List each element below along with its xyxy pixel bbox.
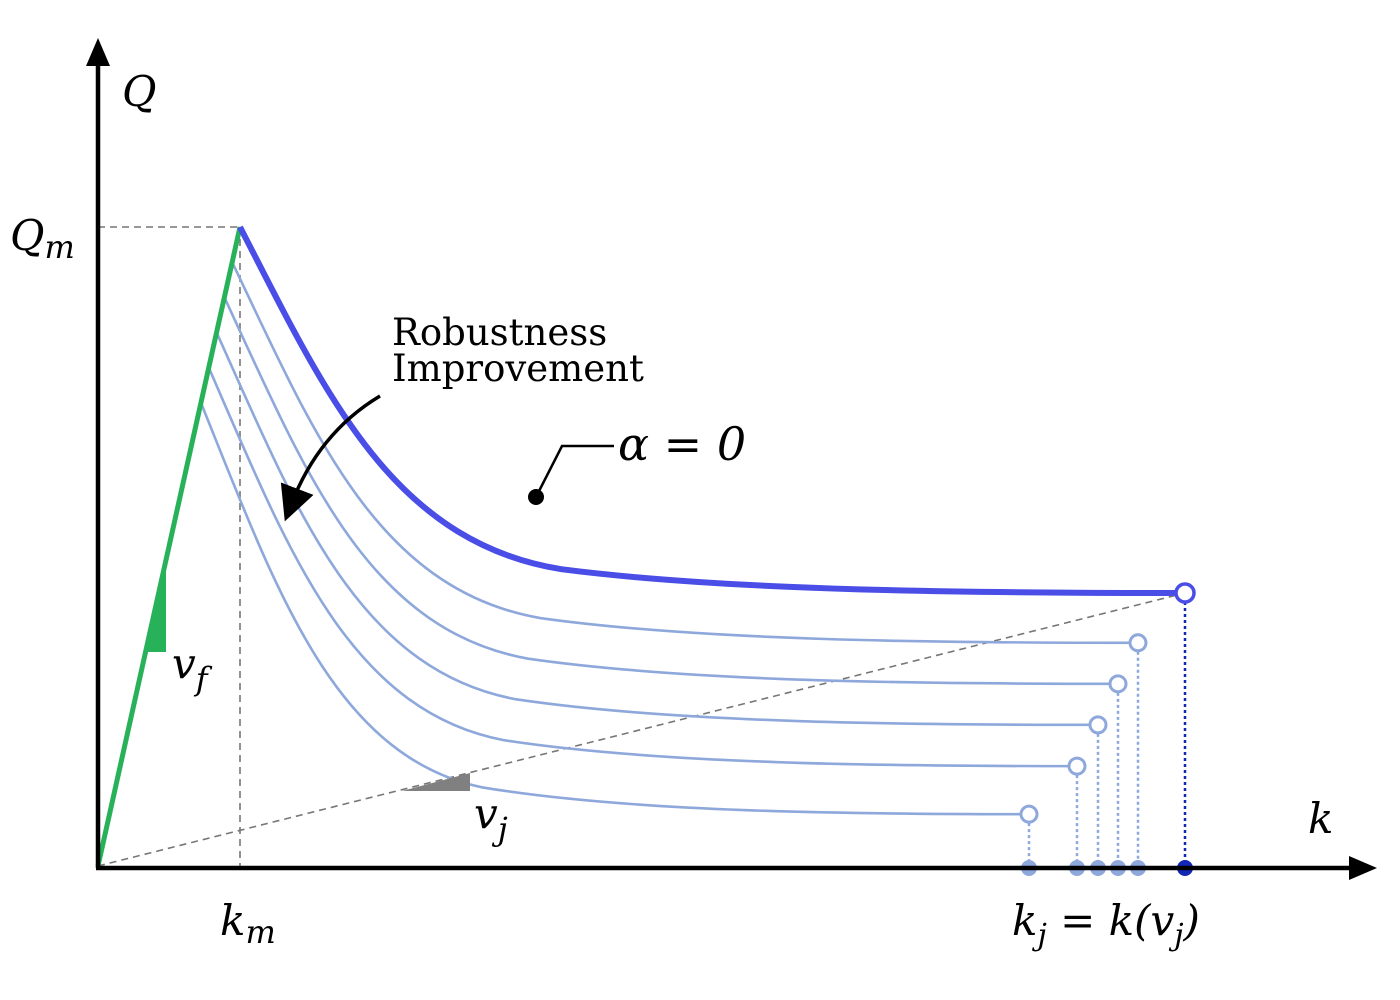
alpha-label: α = 0 <box>618 417 746 471</box>
robust-curve-4 <box>207 367 1078 768</box>
alpha-point <box>528 489 544 505</box>
curve-endpoint-marker-4 <box>1067 756 1087 776</box>
y-axis-arrowhead <box>86 38 110 66</box>
guide-lines <box>97 226 1186 868</box>
robustness-label-line1: Robustness <box>392 311 607 354</box>
vj-label: vj <box>474 789 508 848</box>
curve-endpoint-marker-3 <box>1088 715 1108 735</box>
robust-curve-1 <box>231 261 1139 645</box>
robustness-arrow <box>280 394 381 522</box>
alpha-zero-endpoint-marker <box>1174 582 1196 604</box>
km-label: km <box>220 896 276 951</box>
drop-lines <box>1021 602 1193 876</box>
alpha-zero-curve <box>237 225 1186 596</box>
x-axis-arrowhead <box>1349 856 1377 880</box>
vj-slope-marker <box>402 773 470 791</box>
x-axis-label: k <box>1308 794 1333 843</box>
curve-endpoint-marker-1 <box>1128 633 1148 653</box>
robust-curve-3 <box>215 331 1099 727</box>
free-flow-line <box>95 226 243 867</box>
qm-label: Qm <box>10 211 75 266</box>
y-axis-label: Q <box>122 67 156 116</box>
robustness-label-line2: Improvement <box>392 347 644 390</box>
vj-slope-line <box>97 592 1186 867</box>
kj-label: kj = k(vj) <box>1012 896 1200 953</box>
curve-endpoint-marker-2 <box>1108 674 1128 694</box>
vf-slope-marker <box>146 570 166 652</box>
robust-curve-2 <box>223 296 1119 686</box>
vf-label: vf <box>172 639 213 698</box>
alpha-leader-line <box>534 444 614 498</box>
robust-curve-5 <box>199 402 1030 816</box>
curve-endpoint-marker-5 <box>1019 804 1039 824</box>
curve-family <box>199 261 1148 824</box>
